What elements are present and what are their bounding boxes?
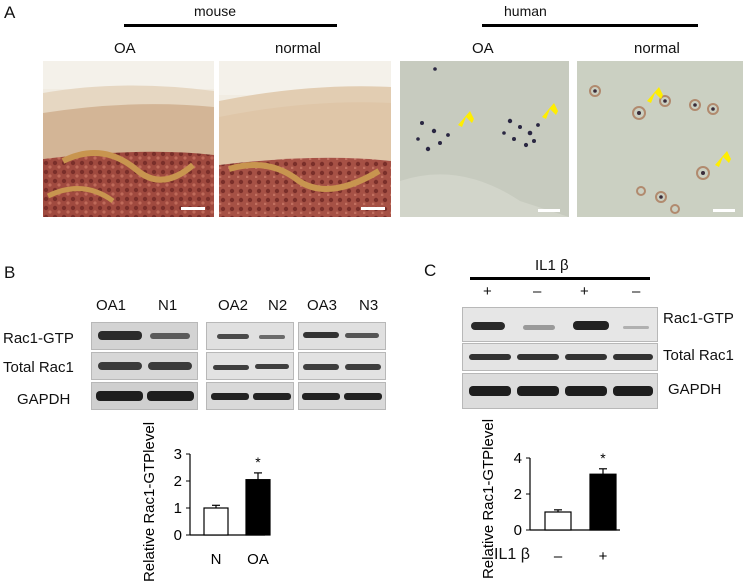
y-tick-label: 2 [514, 486, 522, 503]
x-tick-label: N [211, 551, 222, 568]
x-tick-label: OA [247, 551, 269, 568]
treatment-sign: + [483, 283, 492, 300]
human-normal-label: normal [634, 40, 680, 57]
blot-row-label: Total Rac1 [3, 359, 74, 376]
treatment-label: IL1 β [535, 257, 569, 274]
bar [245, 479, 271, 536]
treatment-sign: – [533, 283, 542, 300]
y-axis-label: Relative Rac1-GTPlevel [480, 419, 497, 579]
western-blot-band [462, 373, 658, 409]
lane-label: OA3 [307, 297, 338, 314]
bar [589, 473, 617, 531]
treatment-sign: – [632, 283, 641, 300]
bar-chart-panel-c: 0 2 4 – * + Relative Rac1-GTPlevel [480, 419, 620, 579]
treatment-sign: + [580, 283, 589, 300]
y-tick-label: 1 [174, 500, 182, 517]
mouse-header: mouse [194, 3, 237, 19]
y-axis-label: Relative Rac1-GTPlevel [141, 422, 158, 582]
y-tick-label: 2 [174, 473, 182, 490]
western-blot-band [298, 322, 386, 350]
blot-row-label: Total Rac1 [663, 347, 734, 364]
western-blot-band [298, 352, 386, 380]
western-blot-band [91, 322, 198, 350]
bar [544, 511, 572, 531]
y-tick-label: 0 [514, 522, 522, 539]
lane-label: N3 [359, 297, 379, 314]
lane-label: OA2 [218, 297, 249, 314]
human-oa-label: OA [472, 40, 494, 57]
blot-row-label: GAPDH [17, 391, 71, 408]
significance-marker: * [255, 454, 261, 470]
western-blot-band [298, 382, 386, 410]
x-tick-label: – [554, 548, 563, 565]
western-blot-band [206, 382, 294, 410]
bar-chart-panel-b: 0 1 2 3 N * OA Relative Rac1-GTPlevel [141, 422, 271, 582]
mouse-normal-micrograph [219, 61, 391, 217]
blot-row-label: Rac1-GTP [663, 310, 734, 327]
bar [203, 507, 229, 536]
western-blot-band [91, 382, 198, 410]
y-tick-label: 0 [174, 527, 182, 544]
blot-row-label: GAPDH [668, 381, 722, 398]
mouse-oa-label: OA [114, 40, 136, 57]
panel-label-a: A [4, 3, 16, 22]
western-blot-band [91, 352, 198, 380]
western-blot-band [206, 322, 294, 350]
human-normal-micrograph [577, 61, 743, 217]
western-blot-band [462, 307, 658, 342]
panel-label-c: C [424, 261, 437, 280]
significance-marker: * [600, 450, 606, 466]
lane-label: N1 [158, 297, 178, 314]
human-group-line [482, 24, 698, 27]
blot-row-label: Rac1-GTP [3, 330, 74, 347]
y-tick-label: 3 [174, 446, 182, 463]
human-oa-micrograph [400, 61, 569, 217]
panel-label-b: B [4, 263, 16, 282]
x-axis-prefix: IL1 β [494, 546, 530, 563]
lane-label: N2 [268, 297, 288, 314]
western-blot-band [206, 352, 294, 380]
western-blot-band [462, 343, 658, 371]
mouse-oa-micrograph [43, 61, 214, 217]
treatment-line [470, 277, 650, 280]
lane-label: OA1 [96, 297, 127, 314]
mouse-group-line [124, 24, 337, 27]
mouse-normal-label: normal [275, 40, 321, 57]
x-tick-label: + [599, 548, 608, 565]
human-header: human [504, 3, 547, 19]
y-tick-label: 4 [514, 450, 522, 467]
